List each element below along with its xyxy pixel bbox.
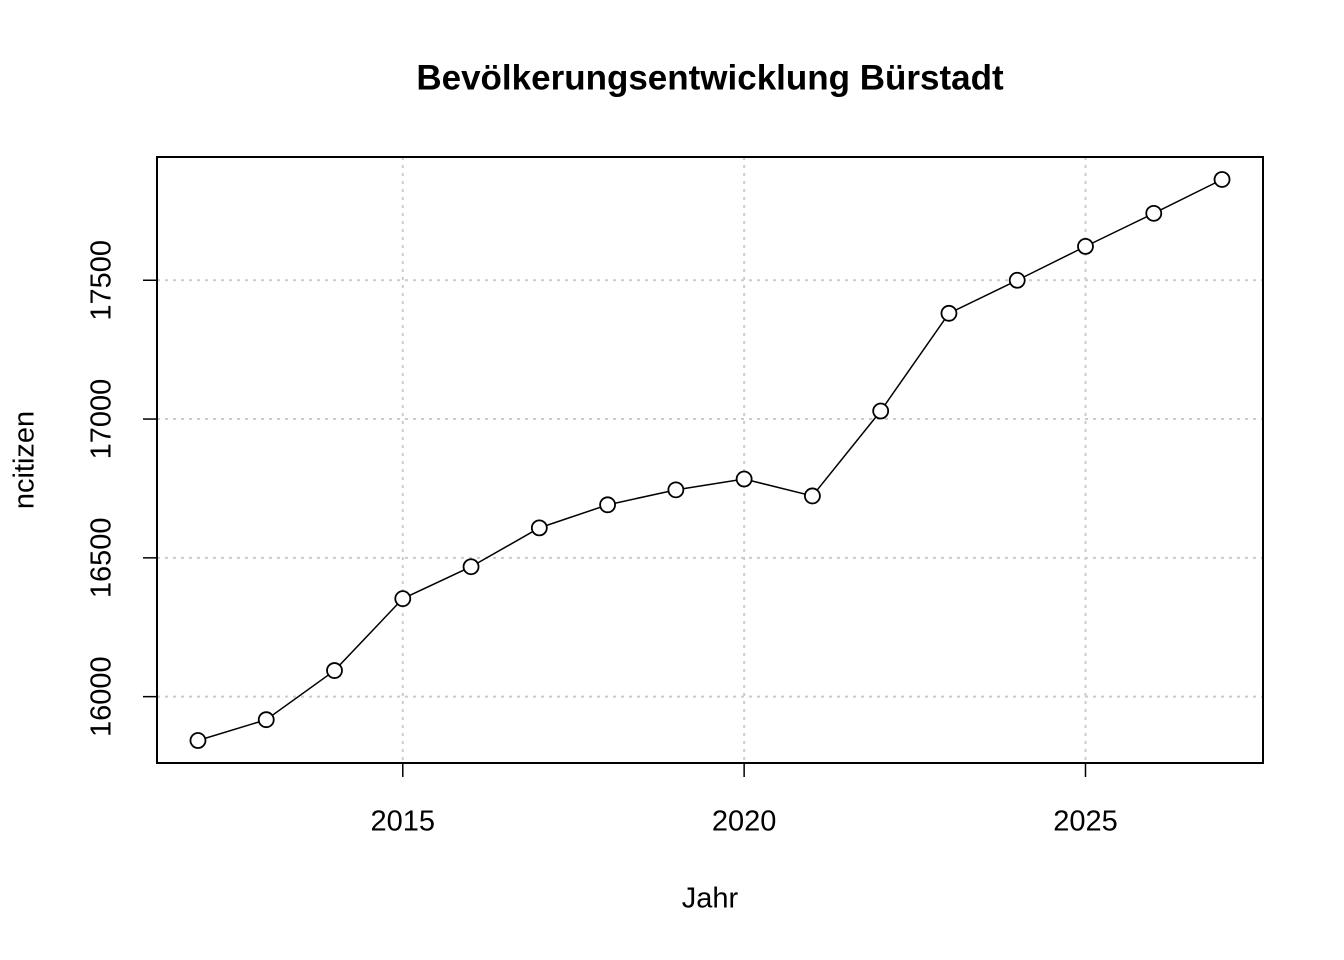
data-point bbox=[667, 481, 685, 499]
y-axis-label: ncitizen bbox=[9, 411, 41, 509]
y-tick-label: 16000 bbox=[86, 656, 118, 737]
data-point bbox=[257, 711, 275, 729]
data-point bbox=[735, 470, 753, 488]
data-point bbox=[394, 590, 412, 608]
x-tick-label: 2015 bbox=[371, 806, 436, 838]
data-point bbox=[1008, 271, 1026, 289]
data-point bbox=[599, 496, 616, 514]
y-tick-label: 16500 bbox=[86, 518, 118, 599]
data-point bbox=[804, 487, 821, 505]
x-tick-label: 2020 bbox=[712, 806, 777, 838]
data-point bbox=[1077, 237, 1094, 255]
series-line bbox=[197, 178, 1223, 742]
data-point bbox=[462, 558, 480, 576]
x-tick-label: 2025 bbox=[1053, 806, 1118, 838]
y-tick-label: 17500 bbox=[86, 240, 118, 321]
plot-frame bbox=[156, 156, 1264, 764]
data-point bbox=[1145, 204, 1163, 222]
data-point bbox=[530, 519, 548, 537]
data-point bbox=[189, 732, 207, 749]
x-axis-label: Jahr bbox=[682, 883, 739, 915]
data-point bbox=[326, 662, 343, 679]
data-point bbox=[940, 304, 958, 322]
data-point bbox=[1213, 171, 1231, 188]
chart-title: Bevölkerungsentwicklung Bürstadt bbox=[416, 58, 1004, 97]
y-tick-label: 17000 bbox=[86, 379, 118, 460]
data-point bbox=[872, 402, 890, 420]
